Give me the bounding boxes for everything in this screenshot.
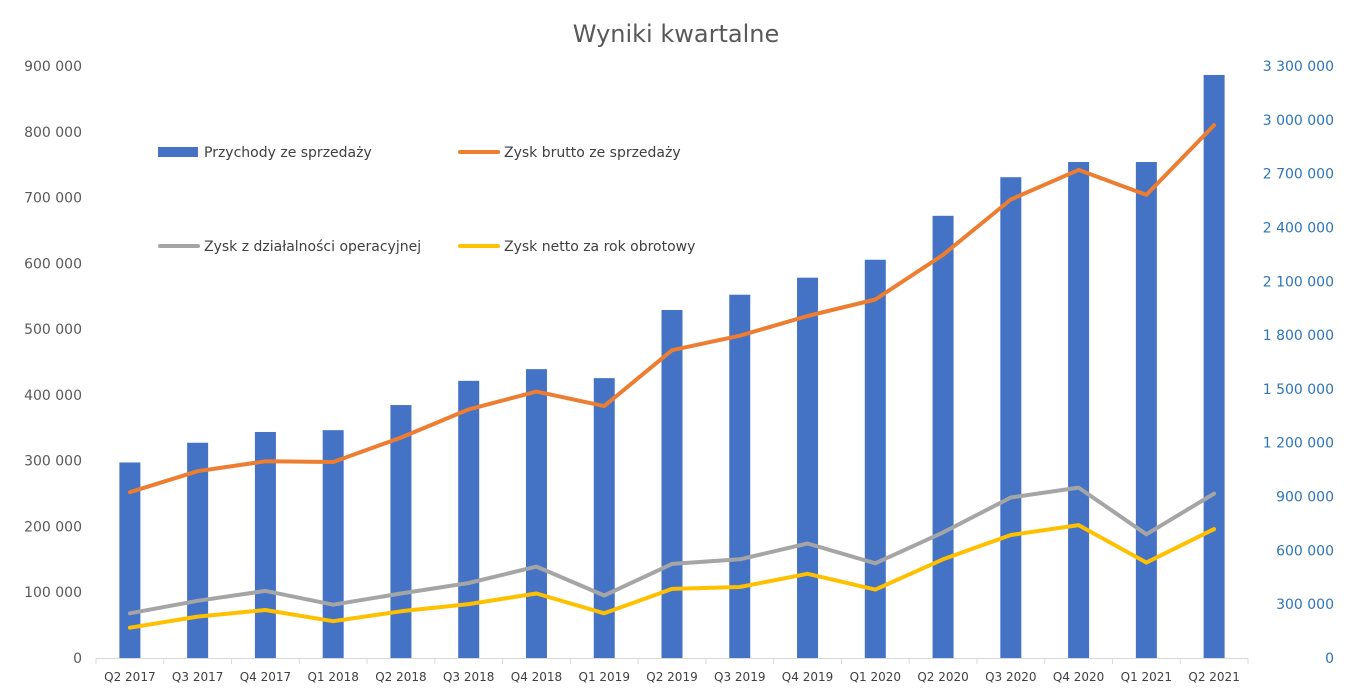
left-axis-tick-label: 200 000 xyxy=(24,519,82,535)
legend-item: Przychody ze sprzedaży xyxy=(158,145,372,161)
x-tick-label: Q1 2020 xyxy=(850,670,901,684)
right-axis-tick-label: 1 200 000 xyxy=(1263,436,1334,452)
left-axis-tick-label: 800 000 xyxy=(24,125,82,141)
x-tick-label: Q3 2019 xyxy=(714,670,765,684)
left-axis-tick-label: 500 000 xyxy=(24,322,82,338)
x-tick-label: Q4 2020 xyxy=(1053,670,1104,684)
left-axis-tick-label: 0 xyxy=(73,651,82,667)
bar-q3-2019 xyxy=(729,294,751,658)
right-axis-tick-label: 900 000 xyxy=(1276,490,1334,506)
legend: Przychody ze sprzedaży Zysk brutto ze spr… xyxy=(158,145,695,255)
right-axis-tick-label: 3 000 000 xyxy=(1263,113,1334,129)
bar-q2-2020 xyxy=(932,215,954,658)
bar-q1-2019 xyxy=(593,378,615,658)
x-tick-label: Q1 2021 xyxy=(1121,670,1172,684)
legend-swatch xyxy=(158,147,198,157)
legend-label: Zysk brutto ze sprzedaży xyxy=(504,145,681,161)
bar-q1-2020 xyxy=(864,259,886,658)
bar-q2-2017 xyxy=(119,462,141,658)
x-tick-label: Q1 2018 xyxy=(307,670,358,684)
bar-q4-2017 xyxy=(254,431,276,658)
left-axis-tick-label: 300 000 xyxy=(24,454,82,470)
left-axis-tick-label: 400 000 xyxy=(24,388,82,404)
bar-q1-2018 xyxy=(322,430,344,658)
bar-q3-2020 xyxy=(1000,177,1022,658)
left-axis-tick-label: 700 000 xyxy=(24,191,82,207)
bar-q4-2018 xyxy=(525,369,547,658)
line-series-2 xyxy=(127,485,1217,616)
legend-item: Zysk netto za rok obrotowy xyxy=(458,239,695,255)
bar-q3-2017 xyxy=(187,442,209,658)
x-tick-label: Q1 2019 xyxy=(579,670,630,684)
bar-q2-2021 xyxy=(1203,74,1225,658)
line-series-1 xyxy=(127,123,1217,495)
right-axis-tick-label: 1 500 000 xyxy=(1263,382,1334,398)
x-tick-label: Q2 2019 xyxy=(646,670,697,684)
x-tick-label: Q4 2017 xyxy=(240,670,291,684)
left-axis-tick-label: 900 000 xyxy=(24,59,82,75)
legend-label: Zysk z działalności operacyjnej xyxy=(204,239,421,255)
legend-item: Zysk brutto ze sprzedaży xyxy=(458,145,681,161)
line-series-3 xyxy=(127,523,1217,630)
x-tick-label: Q2 2017 xyxy=(104,670,155,684)
right-axis-tick-label: 3 300 000 xyxy=(1263,59,1334,75)
lines-layer xyxy=(127,123,1217,630)
right-axis-tick-label: 2 700 000 xyxy=(1263,167,1334,183)
right-axis-tick-label: 1 800 000 xyxy=(1263,328,1334,344)
bar-q2-2018 xyxy=(390,405,412,658)
chart-title: Wyniki kwartalne xyxy=(573,20,779,48)
x-tick-label: Q2 2021 xyxy=(1188,670,1239,684)
right-axis-tick-label: 300 000 xyxy=(1276,597,1334,613)
bar-q3-2018 xyxy=(458,380,480,658)
right-axis-tick-label: 0 xyxy=(1325,651,1334,667)
x-tick-label: Q3 2020 xyxy=(985,670,1036,684)
right-axis-tick-label: 2 100 000 xyxy=(1263,274,1334,290)
x-tick-label: Q3 2018 xyxy=(443,670,494,684)
legend-label: Przychody ze sprzedaży xyxy=(204,145,372,161)
x-tick-label: Q2 2020 xyxy=(917,670,968,684)
legend-label: Zysk netto za rok obrotowy xyxy=(504,239,695,255)
right-axis-tick-label: 600 000 xyxy=(1276,543,1334,559)
x-tick-label: Q3 2017 xyxy=(172,670,223,684)
bar-q4-2020 xyxy=(1068,161,1090,658)
bar-q2-2019 xyxy=(661,309,683,658)
x-tick-label: Q4 2019 xyxy=(782,670,833,684)
axes-layer: Q2 2017 Q3 2017 Q4 2017 Q1 2018 Q2 2018 Q3 20… xyxy=(24,59,1334,684)
x-tick-label: Q4 2018 xyxy=(511,670,562,684)
bars-layer xyxy=(119,74,1225,658)
legend-item: Zysk z działalności operacyjnej xyxy=(158,239,421,255)
x-tick-label: Q2 2018 xyxy=(375,670,426,684)
left-axis-tick-label: 100 000 xyxy=(24,585,82,601)
bar-q4-2019 xyxy=(797,277,819,658)
left-axis-tick-label: 600 000 xyxy=(24,256,82,272)
bar-q1-2021 xyxy=(1135,161,1157,658)
right-axis-tick-label: 2 400 000 xyxy=(1263,220,1334,236)
